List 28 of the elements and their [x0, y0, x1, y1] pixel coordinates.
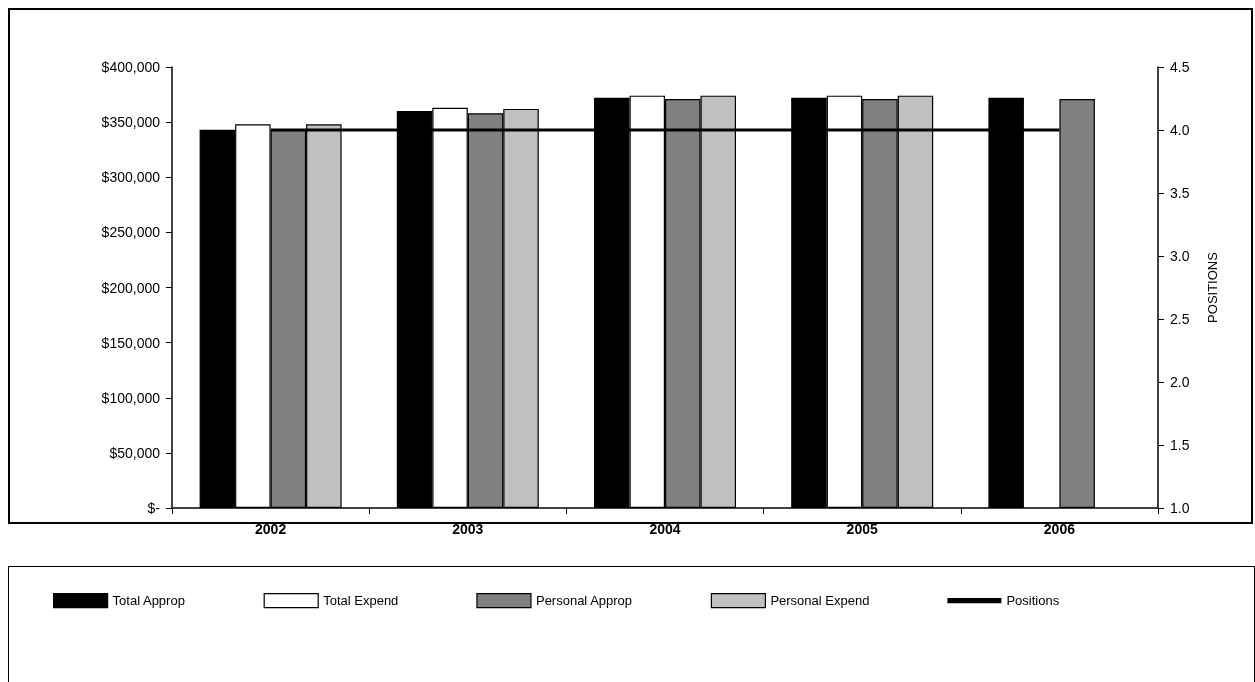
legend-label: Personal Expend — [770, 593, 870, 609]
y2-tick-label: 3.0 — [1170, 248, 1190, 264]
x-tick-label: 2004 — [649, 521, 681, 537]
legend-label: Positions — [1006, 593, 1060, 609]
y-tick-label: $300,000 — [101, 169, 161, 186]
x-tick-label: 2005 — [846, 521, 878, 537]
y2-tick-label: 2.5 — [1170, 311, 1190, 327]
x-tick-label: 2003 — [452, 521, 484, 537]
y-tick-label: $350,000 — [101, 114, 161, 131]
y2-tick-label: 1.5 — [1170, 437, 1190, 453]
y2-tick-label: 1.0 — [1170, 500, 1190, 516]
legend-label: Total Expend — [323, 593, 399, 609]
y2-tick-label: 4.5 — [1170, 59, 1190, 75]
y-tick-label: $400,000 — [101, 59, 161, 75]
y-tick-label: $250,000 — [101, 224, 161, 241]
y2-tick-label: 2.0 — [1170, 374, 1190, 390]
x-tick-label: 2002 — [255, 521, 287, 537]
y-tick-label: $- — [147, 500, 161, 516]
legend-label: Personal Approp — [535, 593, 633, 609]
x-tick-label: 2006 — [1043, 521, 1076, 537]
y-tick-label: $200,000 — [101, 279, 161, 296]
y-tick-label: $50,000 — [109, 444, 161, 461]
legend-label: Total Approp — [112, 593, 185, 609]
y2-tick-label: 4.0 — [1170, 122, 1190, 138]
y2-axis-title: POSITIONS — [1205, 251, 1220, 323]
y-tick-label: $150,000 — [101, 334, 161, 351]
y2-tick-label: 3.5 — [1170, 185, 1190, 201]
y-tick-label: $100,000 — [101, 389, 161, 406]
